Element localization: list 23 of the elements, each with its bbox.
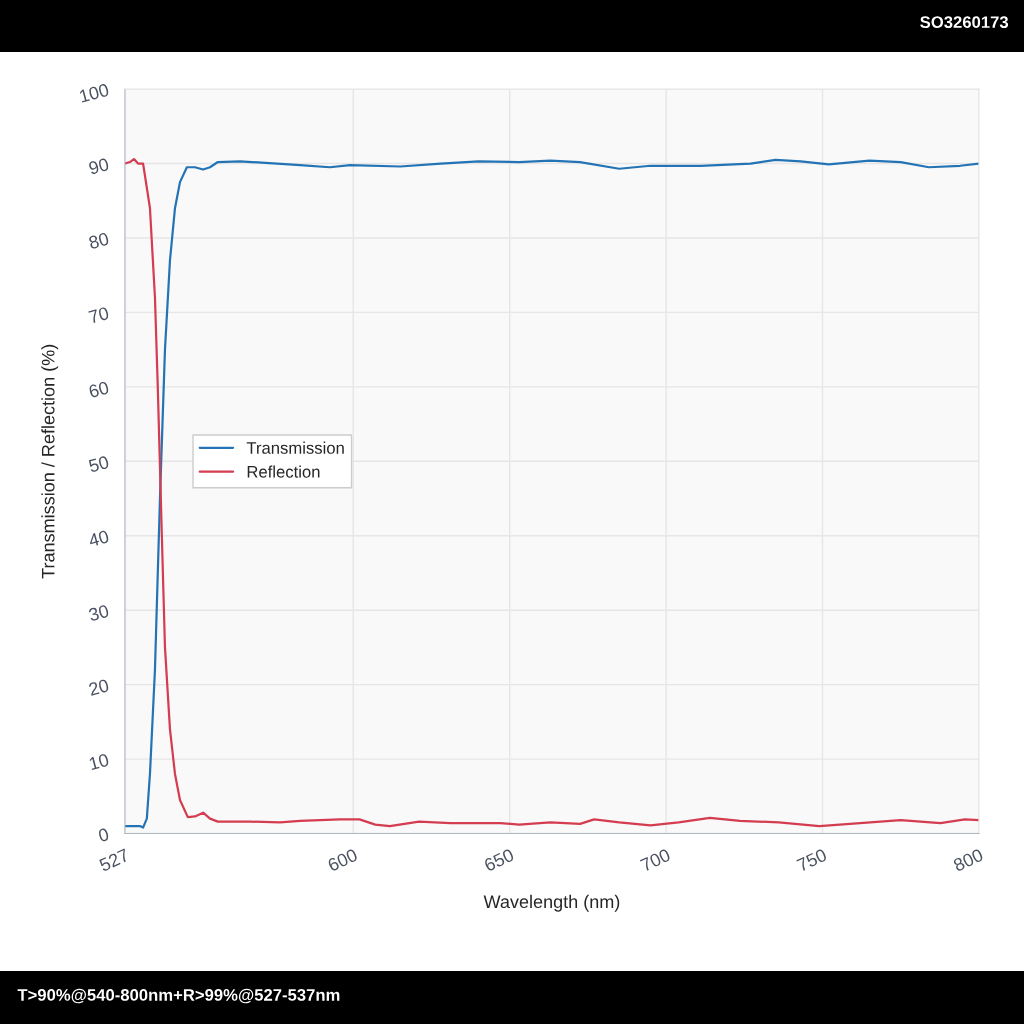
- y-tick-label: 0: [97, 827, 110, 843]
- x-tick-label: 800: [952, 848, 984, 872]
- y-tick-label: 90: [88, 157, 110, 175]
- text: T>90%@540-800nm+R>99%@527-537nm: [17, 988, 340, 1004]
- x-tick-label: 750: [796, 848, 828, 872]
- x-axis-title: Wavelength (nm): [483, 894, 620, 912]
- y-tick-label: 30: [88, 604, 110, 622]
- y-tick-label: 80: [88, 232, 110, 250]
- x-tick-label: 700: [639, 848, 672, 872]
- y-axis-title: Transmission / Reflection (%): [41, 344, 59, 579]
- legend-label: Transmission: [246, 441, 344, 454]
- y-tick-label: 70: [88, 306, 110, 324]
- y-tick-label: 10: [88, 753, 110, 771]
- y-tick-label: 100: [79, 83, 110, 103]
- legend-label: Reflection: [247, 465, 320, 478]
- y-tick-label: 40: [87, 529, 110, 548]
- x-tick-label: 527: [98, 848, 130, 872]
- y-tick-label: 60: [88, 380, 110, 399]
- y-tick-label: 50: [88, 455, 110, 473]
- chart-title: SO3260173: [920, 16, 1009, 29]
- x-tick-label: 650: [483, 848, 515, 872]
- y-tick-label: 20: [88, 678, 110, 696]
- x-tick-label: 600: [327, 848, 359, 872]
